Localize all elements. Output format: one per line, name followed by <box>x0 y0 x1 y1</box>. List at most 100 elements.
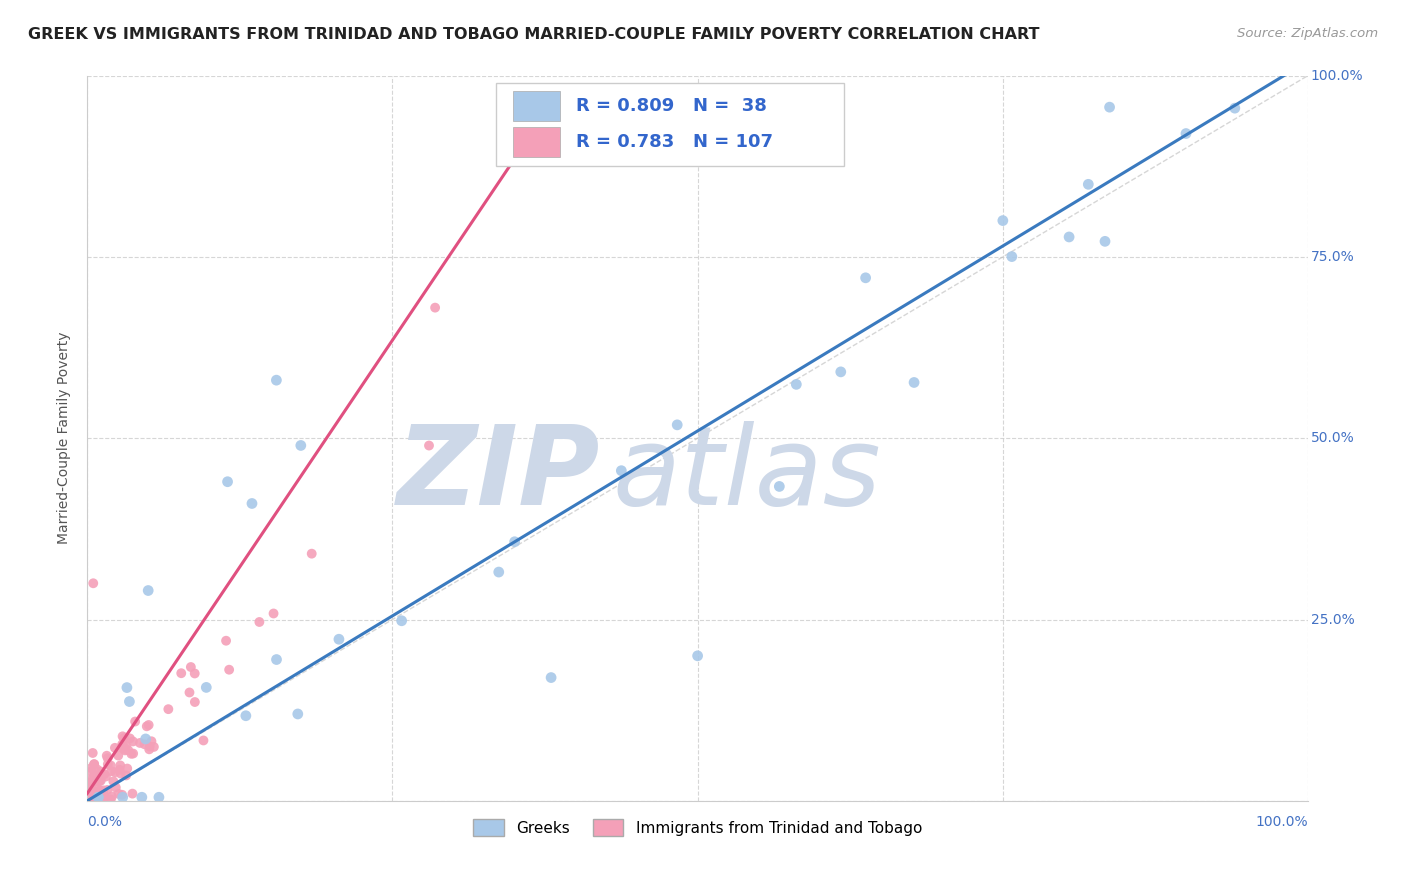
Point <box>83 784 105 798</box>
Point <box>80 777 103 791</box>
Point <box>610 464 633 478</box>
Point <box>301 547 323 561</box>
Point <box>89 783 111 797</box>
Point <box>112 741 135 756</box>
Point <box>86 781 108 796</box>
Point <box>1175 127 1198 141</box>
FancyBboxPatch shape <box>496 83 844 166</box>
Point <box>82 576 104 591</box>
Point <box>79 789 101 804</box>
Point <box>110 758 132 772</box>
Point <box>247 615 270 629</box>
Point <box>90 764 112 779</box>
Point <box>112 739 135 753</box>
Point <box>79 791 101 805</box>
Point <box>79 792 101 806</box>
Point <box>111 729 134 743</box>
Point <box>134 737 156 751</box>
Point <box>121 787 143 801</box>
Point <box>170 666 193 681</box>
Point <box>423 301 446 315</box>
Text: 25.0%: 25.0% <box>1310 613 1354 626</box>
Point <box>107 787 129 801</box>
Point <box>118 694 141 708</box>
Point <box>183 666 205 681</box>
Point <box>80 782 103 797</box>
Point <box>142 739 165 754</box>
Point <box>87 790 110 805</box>
Point <box>89 792 111 806</box>
Point <box>89 774 111 789</box>
Point <box>79 786 101 800</box>
Point <box>138 739 160 754</box>
Point <box>82 746 104 760</box>
Point <box>1057 230 1080 244</box>
Point <box>79 789 101 804</box>
Point <box>79 789 101 803</box>
Text: 100.0%: 100.0% <box>1256 815 1308 830</box>
Point <box>138 718 160 732</box>
Point <box>111 739 134 754</box>
Point <box>991 213 1014 227</box>
FancyBboxPatch shape <box>513 127 560 158</box>
Text: 100.0%: 100.0% <box>1310 69 1364 83</box>
Point <box>131 790 153 805</box>
FancyBboxPatch shape <box>513 91 560 121</box>
Point <box>136 583 159 598</box>
Point <box>391 614 413 628</box>
Point <box>86 763 108 777</box>
Point <box>82 786 104 800</box>
Point <box>785 377 807 392</box>
Point <box>82 792 104 806</box>
Point <box>195 681 218 695</box>
Point <box>82 792 104 806</box>
Point <box>117 762 139 776</box>
Point <box>108 763 131 777</box>
Point <box>328 632 350 647</box>
Point <box>180 660 202 674</box>
Point <box>107 748 129 763</box>
Text: atlas: atlas <box>612 421 880 528</box>
Point <box>96 748 118 763</box>
Point <box>100 792 122 806</box>
Point <box>217 475 239 489</box>
Point <box>96 783 118 797</box>
Point <box>80 761 103 775</box>
Point <box>215 633 238 648</box>
Point <box>666 417 689 432</box>
Point <box>122 734 145 748</box>
Point <box>79 792 101 806</box>
Point <box>79 792 101 806</box>
Point <box>79 792 101 806</box>
Point <box>1094 235 1116 249</box>
Point <box>93 791 115 805</box>
Point <box>93 792 115 806</box>
Point <box>218 663 240 677</box>
Point <box>110 766 132 780</box>
Point <box>124 714 146 729</box>
Point <box>118 731 141 746</box>
Point <box>104 740 127 755</box>
Point <box>1223 101 1246 115</box>
Point <box>122 747 145 761</box>
Point <box>115 739 138 753</box>
Point <box>83 792 105 806</box>
Text: 0.0%: 0.0% <box>87 815 122 830</box>
Point <box>111 738 134 752</box>
Point <box>101 789 124 804</box>
Y-axis label: Married-Couple Family Poverty: Married-Couple Family Poverty <box>58 332 72 544</box>
Point <box>111 790 134 805</box>
Point <box>855 270 877 285</box>
Point <box>184 695 207 709</box>
Point <box>503 534 526 549</box>
Text: GREEK VS IMMIGRANTS FROM TRINIDAD AND TOBAGO MARRIED-COUPLE FAMILY POVERTY CORRE: GREEK VS IMMIGRANTS FROM TRINIDAD AND TO… <box>28 27 1039 42</box>
Point <box>79 775 101 789</box>
Point <box>141 734 163 748</box>
Point <box>418 438 440 452</box>
Point <box>79 779 101 793</box>
Point <box>79 792 101 806</box>
Point <box>104 780 127 795</box>
Point <box>79 792 101 806</box>
Point <box>768 479 790 493</box>
Point <box>79 792 101 806</box>
